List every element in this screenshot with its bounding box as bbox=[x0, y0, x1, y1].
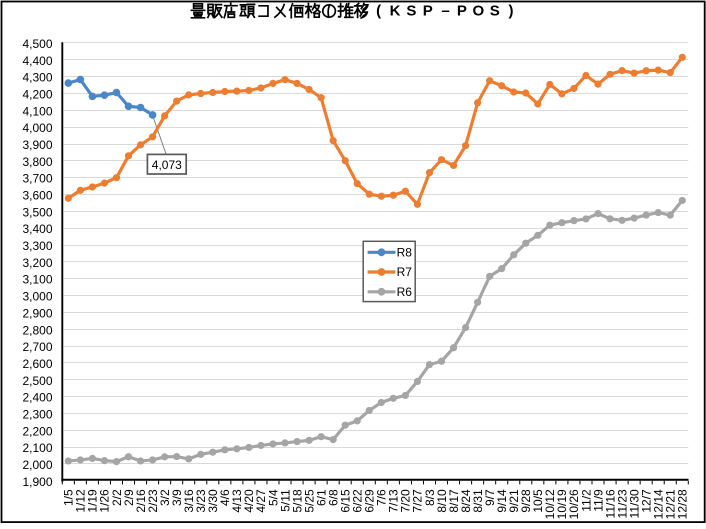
svg-text:6/15: 6/15 bbox=[339, 489, 353, 513]
svg-text:R7: R7 bbox=[397, 265, 413, 279]
svg-text:7/13: 7/13 bbox=[387, 489, 401, 513]
svg-text:10/5: 10/5 bbox=[531, 489, 545, 513]
svg-text:3/16: 3/16 bbox=[182, 489, 196, 513]
svg-text:O: O bbox=[472, 2, 484, 19]
svg-text:7/27: 7/27 bbox=[411, 489, 425, 513]
svg-text:3,400: 3,400 bbox=[22, 222, 52, 236]
svg-text:3,000: 3,000 bbox=[22, 290, 52, 304]
svg-text:9/14: 9/14 bbox=[495, 489, 509, 513]
svg-text:8/10: 8/10 bbox=[435, 489, 449, 513]
svg-text:4,200: 4,200 bbox=[22, 88, 52, 102]
svg-text:11/9: 11/9 bbox=[591, 489, 605, 512]
svg-text:3,800: 3,800 bbox=[22, 155, 52, 169]
svg-text:8/3: 8/3 bbox=[423, 489, 437, 506]
svg-text:1/19: 1/19 bbox=[86, 489, 100, 513]
svg-text:2,300: 2,300 bbox=[22, 407, 52, 421]
svg-text:8/17: 8/17 bbox=[447, 489, 461, 513]
svg-text:4,000: 4,000 bbox=[22, 121, 52, 135]
svg-text:9/28: 9/28 bbox=[519, 489, 533, 513]
svg-text:4,073: 4,073 bbox=[152, 158, 182, 172]
svg-text:9/7: 9/7 bbox=[483, 489, 497, 506]
svg-text:K: K bbox=[390, 2, 401, 19]
svg-text:3,700: 3,700 bbox=[22, 172, 52, 186]
svg-text:5/18: 5/18 bbox=[290, 489, 304, 513]
svg-text:S: S bbox=[406, 2, 416, 19]
svg-text:10/19: 10/19 bbox=[555, 489, 569, 519]
svg-text:3,600: 3,600 bbox=[22, 189, 52, 203]
svg-text:2,600: 2,600 bbox=[22, 357, 52, 371]
svg-text:P: P bbox=[423, 2, 433, 19]
svg-text:2,700: 2,700 bbox=[22, 340, 52, 354]
svg-text:4,400: 4,400 bbox=[22, 54, 52, 68]
svg-text:2,800: 2,800 bbox=[22, 323, 52, 337]
svg-text:3/9: 3/9 bbox=[170, 489, 184, 506]
svg-text:5/25: 5/25 bbox=[302, 489, 316, 513]
svg-text:4/27: 4/27 bbox=[254, 489, 268, 513]
svg-text:3,200: 3,200 bbox=[22, 256, 52, 270]
svg-text:12/21: 12/21 bbox=[664, 489, 678, 519]
svg-text:4,500: 4,500 bbox=[22, 37, 52, 51]
svg-text:4,100: 4,100 bbox=[22, 104, 52, 118]
svg-text:1/5: 1/5 bbox=[62, 489, 76, 506]
svg-text:1,900: 1,900 bbox=[22, 475, 52, 489]
svg-text:): ) bbox=[509, 2, 514, 19]
svg-text:11/23: 11/23 bbox=[615, 489, 629, 518]
svg-text:3/30: 3/30 bbox=[206, 489, 220, 513]
svg-text:6/22: 6/22 bbox=[351, 489, 365, 513]
svg-text:5/11: 5/11 bbox=[278, 489, 292, 512]
svg-text:4,300: 4,300 bbox=[22, 71, 52, 85]
svg-text:S: S bbox=[490, 2, 500, 19]
svg-text:3,300: 3,300 bbox=[22, 239, 52, 253]
svg-text:2/16: 2/16 bbox=[134, 489, 148, 513]
svg-text:2/9: 2/9 bbox=[122, 489, 136, 506]
svg-text:7/6: 7/6 bbox=[375, 489, 389, 506]
svg-text:11/2: 11/2 bbox=[579, 489, 593, 512]
svg-text:2/23: 2/23 bbox=[146, 489, 160, 513]
svg-text:12/7: 12/7 bbox=[639, 489, 653, 513]
svg-text:12/28: 12/28 bbox=[676, 489, 690, 519]
svg-text:1/26: 1/26 bbox=[98, 489, 112, 513]
svg-text:2,900: 2,900 bbox=[22, 306, 52, 320]
svg-text:3,500: 3,500 bbox=[22, 205, 52, 219]
svg-text:8/31: 8/31 bbox=[471, 489, 485, 513]
svg-text:6/1: 6/1 bbox=[314, 489, 328, 506]
svg-text:R6: R6 bbox=[397, 285, 413, 299]
svg-text:3/2: 3/2 bbox=[158, 489, 172, 506]
svg-text:2,000: 2,000 bbox=[22, 458, 52, 472]
svg-text:3,900: 3,900 bbox=[22, 138, 52, 152]
svg-text:3,100: 3,100 bbox=[22, 273, 52, 287]
svg-text:–: – bbox=[441, 2, 449, 19]
svg-text:4/6: 4/6 bbox=[218, 489, 232, 506]
svg-text:7/20: 7/20 bbox=[399, 489, 413, 513]
svg-text:2,100: 2,100 bbox=[22, 441, 52, 455]
svg-text:6/8: 6/8 bbox=[326, 489, 340, 506]
svg-text:9/21: 9/21 bbox=[507, 489, 521, 513]
svg-text:1/12: 1/12 bbox=[74, 489, 88, 513]
svg-text:P: P bbox=[457, 2, 467, 19]
svg-text:2,200: 2,200 bbox=[22, 424, 52, 438]
svg-text:12/14: 12/14 bbox=[652, 489, 666, 519]
svg-text:2,500: 2,500 bbox=[22, 374, 52, 388]
svg-text:(: ( bbox=[376, 2, 381, 19]
svg-text:6/29: 6/29 bbox=[363, 489, 377, 513]
svg-text:4/13: 4/13 bbox=[230, 489, 244, 513]
svg-text:2,400: 2,400 bbox=[22, 391, 52, 405]
svg-text:5/4: 5/4 bbox=[266, 489, 280, 506]
svg-text:10/12: 10/12 bbox=[543, 489, 557, 519]
svg-text:11/30: 11/30 bbox=[627, 489, 641, 518]
svg-text:R8: R8 bbox=[397, 246, 413, 260]
svg-text:2/2: 2/2 bbox=[110, 489, 124, 506]
svg-text:8/24: 8/24 bbox=[459, 489, 473, 513]
svg-text:11/16: 11/16 bbox=[603, 489, 617, 518]
svg-text:4/20: 4/20 bbox=[242, 489, 256, 513]
svg-text:10/26: 10/26 bbox=[567, 489, 581, 519]
svg-text:3/23: 3/23 bbox=[194, 489, 208, 513]
